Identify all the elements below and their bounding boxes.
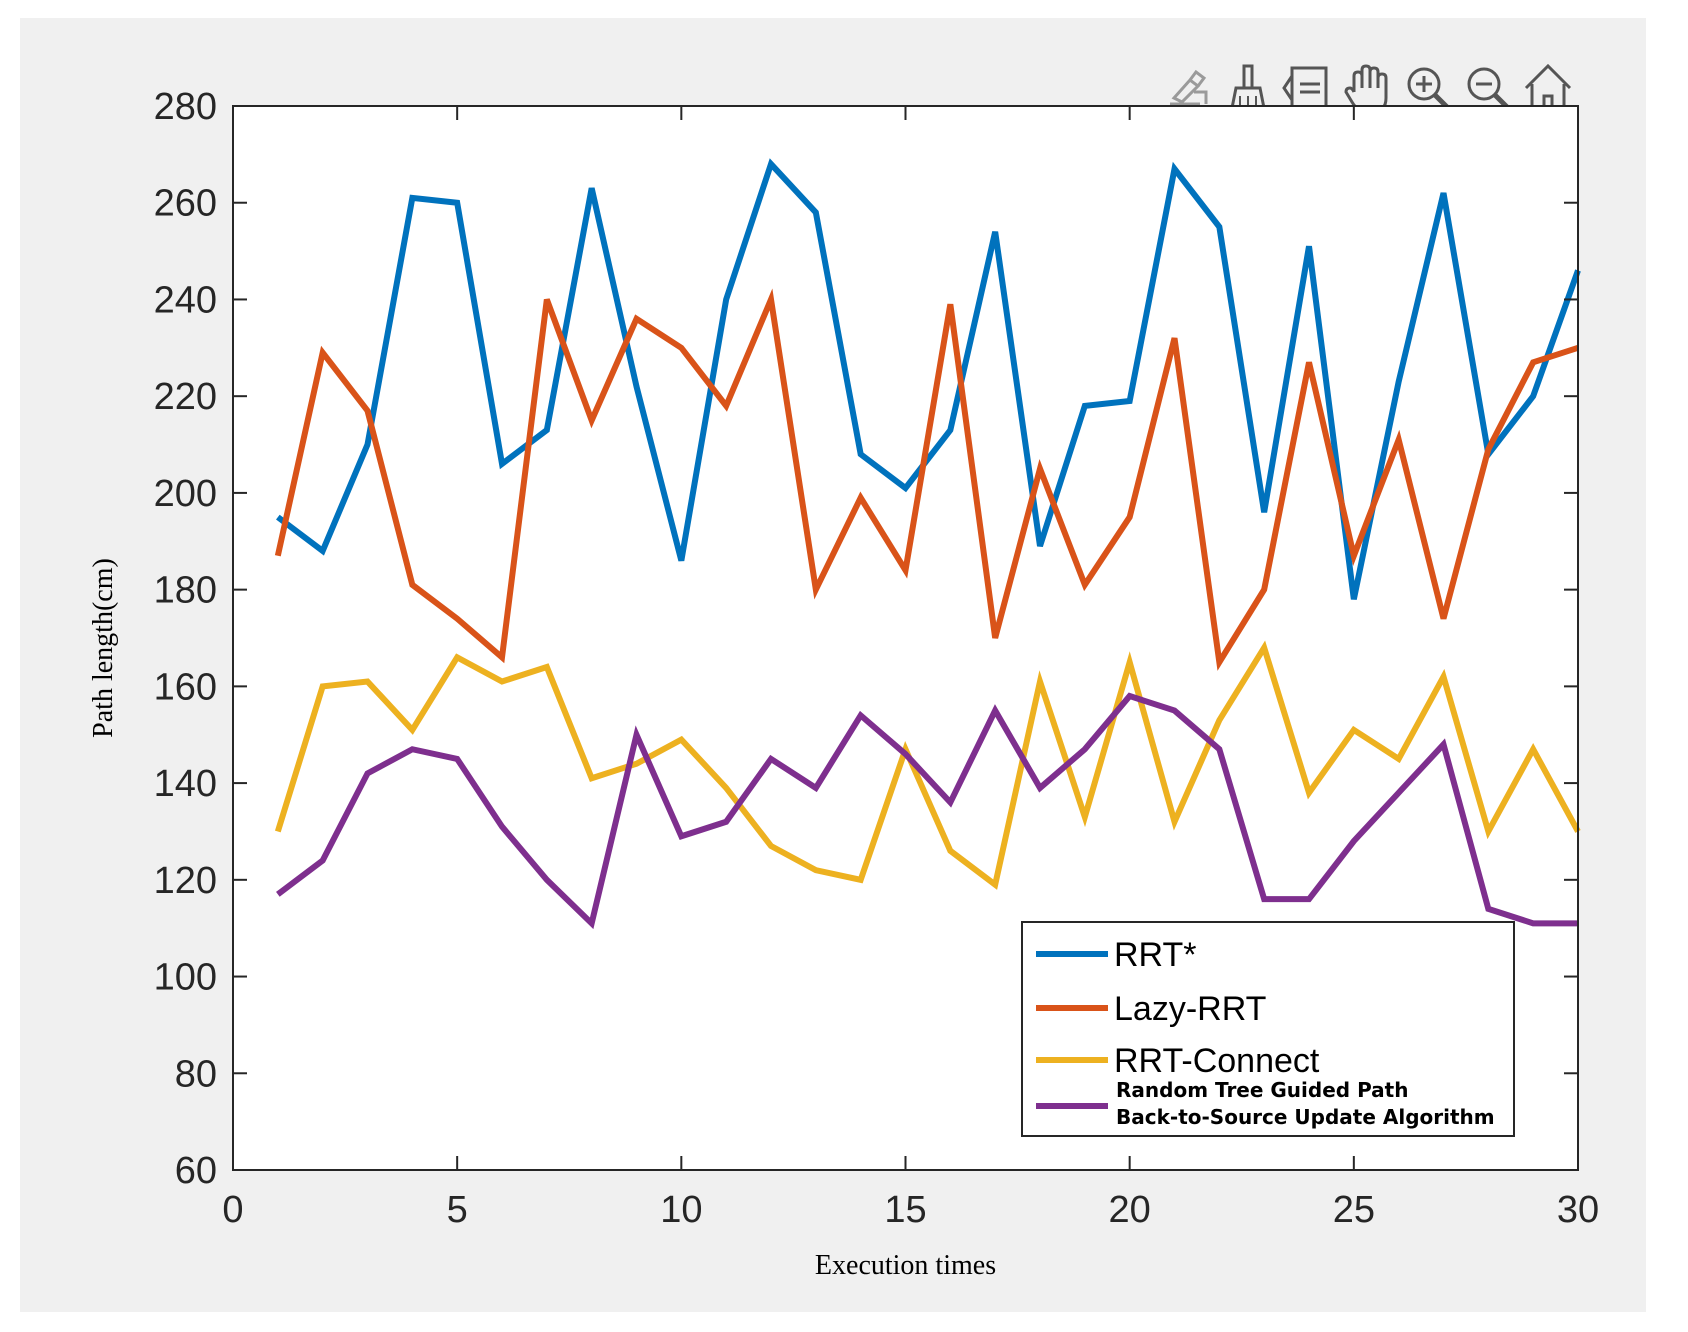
y-tick-label: 260 — [154, 183, 217, 225]
series-line-3 — [276, 692, 1578, 930]
y-tick-label: 120 — [154, 860, 217, 902]
x-tick-label: 15 — [884, 1189, 926, 1231]
y-axis: 60 80 100 120 140 160 180 200 220 240 260 280 — [154, 86, 1578, 1192]
legend-label: RRT-Connect — [1114, 1042, 1320, 1080]
x-tick-label: 25 — [1333, 1189, 1375, 1231]
x-tick-label: 10 — [660, 1189, 702, 1231]
x-tick-label: 30 — [1557, 1189, 1599, 1231]
x-axis: 0 5 10 15 20 25 30 — [222, 106, 1599, 1231]
x-tick-label: 20 — [1109, 1189, 1151, 1231]
edit-plot-icon[interactable] — [1160, 58, 1216, 118]
y-tick-label: 280 — [154, 86, 217, 128]
y-tick-label: 60 — [175, 1150, 217, 1192]
series-line-2 — [274, 640, 1581, 890]
x-tick-label: 0 — [222, 1189, 243, 1231]
y-tick-label: 180 — [154, 570, 217, 612]
y-tick-label: 220 — [154, 376, 217, 418]
legend-box — [1021, 921, 1515, 1137]
x-axis-label: Execution times — [815, 1250, 996, 1281]
pan-hand-icon[interactable] — [1340, 58, 1396, 118]
series-layer — [274, 158, 1581, 930]
y-tick-label: 80 — [175, 1053, 217, 1095]
legend-label: Lazy-RRT — [1114, 990, 1266, 1028]
y-tick-label: 140 — [154, 763, 217, 805]
series-line-0 — [276, 158, 1581, 600]
legend-label: Random Tree Guided Path — [1116, 1078, 1408, 1102]
series-line-1 — [274, 288, 1579, 671]
y-tick-label: 200 — [154, 473, 217, 515]
y-tick-label: 100 — [154, 957, 217, 999]
y-tick-label: 160 — [154, 666, 217, 708]
legend-label: RRT* — [1114, 936, 1197, 974]
x-tick-label: 5 — [447, 1189, 468, 1231]
legend-label: Back-to-Source Update Algorithm — [1116, 1105, 1495, 1129]
y-axis-label: Path length(cm) — [88, 558, 119, 738]
y-tick-label: 240 — [154, 279, 217, 321]
